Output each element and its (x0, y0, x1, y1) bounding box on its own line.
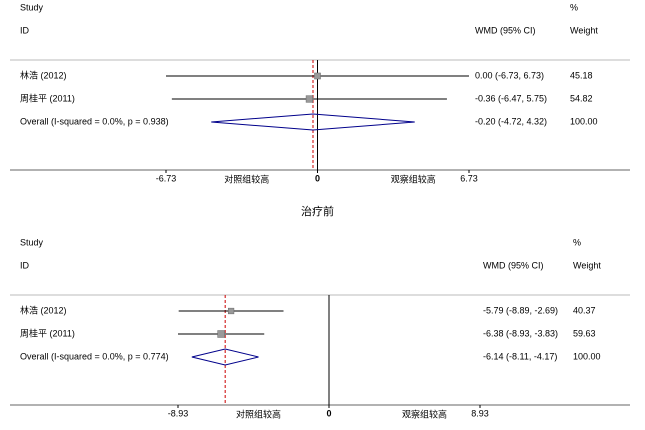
header-effect: WMD (95% CI) (483, 260, 544, 270)
header-id: ID (20, 25, 30, 35)
header-effect: WMD (95% CI) (475, 25, 536, 35)
x-tick-label: -6.73 (156, 173, 177, 183)
header-id: ID (20, 260, 30, 270)
weight-box (305, 95, 313, 103)
header-pct: % (573, 237, 581, 247)
weight-box (227, 307, 235, 315)
study-label: 周桂平 (2011) (20, 92, 75, 103)
x-tick-label: 0 (315, 173, 320, 183)
caption: 治疗前 (301, 204, 334, 218)
study-label: 周桂平 (2011) (20, 327, 75, 338)
effect-label: -5.79 (-8.89, -2.69) (483, 305, 558, 315)
favours-left: 对照组较高 (236, 408, 281, 419)
effect-label: -6.38 (-8.93, -3.83) (483, 328, 558, 338)
weight-label: 100.00 (573, 351, 601, 361)
effect-label: 0.00 (-6.73, 6.73) (475, 70, 544, 80)
weight-label: 100.00 (570, 116, 598, 126)
favours-left: 对照组较高 (224, 173, 269, 184)
header-study: Study (20, 2, 44, 12)
weight-label: 45.18 (570, 70, 593, 80)
weight-label: 54.82 (570, 93, 593, 103)
overall-diamond (211, 113, 415, 131)
effect-label: -0.20 (-4.72, 4.32) (475, 116, 547, 126)
effect-label: -0.36 (-6.47, 5.75) (475, 93, 547, 103)
effect-label: -6.14 (-8.11, -4.17) (483, 351, 557, 361)
header-weight: Weight (570, 25, 598, 35)
weight-label: 40.37 (573, 305, 596, 315)
x-tick-label: 6.73 (460, 173, 478, 183)
overall-diamond (191, 348, 259, 366)
weight-box (314, 72, 321, 80)
overall-label: Overall (I-squared = 0.0%, p = 0.938) (20, 116, 169, 126)
favours-right: 观察组较高 (391, 173, 436, 184)
x-tick-label: -8.93 (168, 408, 189, 418)
x-tick-label: 0 (326, 408, 331, 418)
header-weight: Weight (573, 260, 601, 270)
header-pct: % (570, 2, 578, 12)
favours-right: 观察组较高 (402, 408, 447, 419)
x-tick-label: 8.93 (471, 408, 489, 418)
study-label: 林浩 (2012) (20, 69, 67, 80)
study-label: 林浩 (2012) (20, 304, 67, 315)
overall-label: Overall (I-squared = 0.0%, p = 0.774) (20, 351, 169, 361)
header-study: Study (20, 237, 44, 247)
weight-box (217, 330, 225, 338)
weight-label: 59.63 (573, 328, 596, 338)
